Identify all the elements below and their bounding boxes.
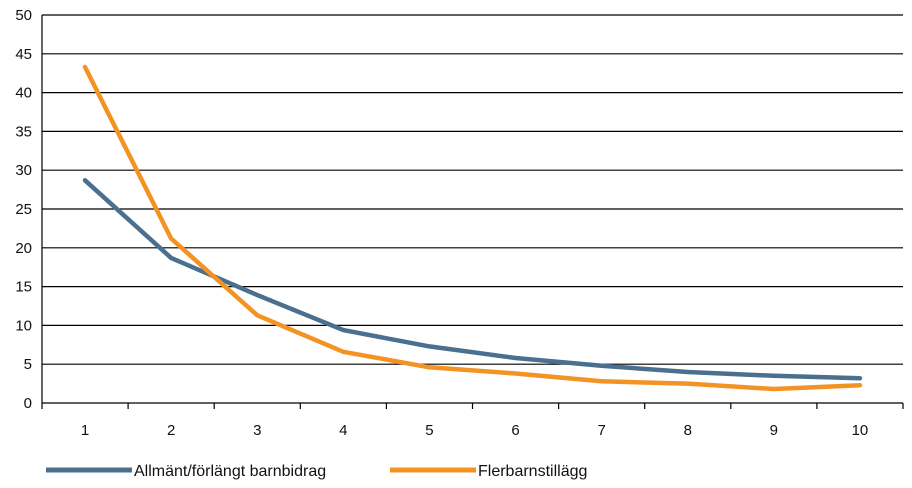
x-tick-label: 9 <box>770 422 778 439</box>
legend-item-1: Allmänt/förlängt barnbidrag <box>46 463 326 480</box>
x-tick-label: 5 <box>425 422 433 439</box>
legend-label: Flerbarnstillägg <box>478 463 587 480</box>
gridlines <box>42 14 903 365</box>
x-tick-label: 8 <box>684 422 692 439</box>
series-line-2 <box>82 64 863 392</box>
y-axis-ticks: 0 5 10 15 20 25 30 35 40 45 50 <box>15 7 32 412</box>
y-tick-label: 40 <box>15 85 32 102</box>
series-line-1 <box>82 178 863 381</box>
legend-item-2: Flerbarnstillägg <box>390 463 587 480</box>
x-axis-ticks: 1 2 3 4 5 6 7 8 9 10 <box>81 422 868 439</box>
x-tick-label: 6 <box>511 422 519 439</box>
y-tick-label: 15 <box>15 279 32 296</box>
y-tick-label: 35 <box>15 123 32 140</box>
y-tick-label: 5 <box>24 356 32 373</box>
y-tick-label: 10 <box>15 317 32 334</box>
x-axis <box>41 15 904 409</box>
y-tick-label: 45 <box>15 46 32 63</box>
x-tick-label: 3 <box>253 422 261 439</box>
legend: Allmänt/förlängt barnbidrag Flerbarnstill… <box>46 463 587 480</box>
series-lines <box>82 64 863 392</box>
x-tick-label: 2 <box>167 422 175 439</box>
x-tick-label: 10 <box>852 422 869 439</box>
y-tick-label: 20 <box>15 240 32 257</box>
legend-label: Allmänt/förlängt barnbidrag <box>134 463 326 480</box>
y-tick-label: 50 <box>15 7 32 24</box>
y-tick-label: 30 <box>15 162 32 179</box>
y-tick-label: 0 <box>24 395 32 412</box>
x-tick-label: 7 <box>597 422 605 439</box>
y-tick-label: 25 <box>15 201 32 218</box>
x-tick-label: 1 <box>81 422 89 439</box>
x-tick-label: 4 <box>339 422 347 439</box>
